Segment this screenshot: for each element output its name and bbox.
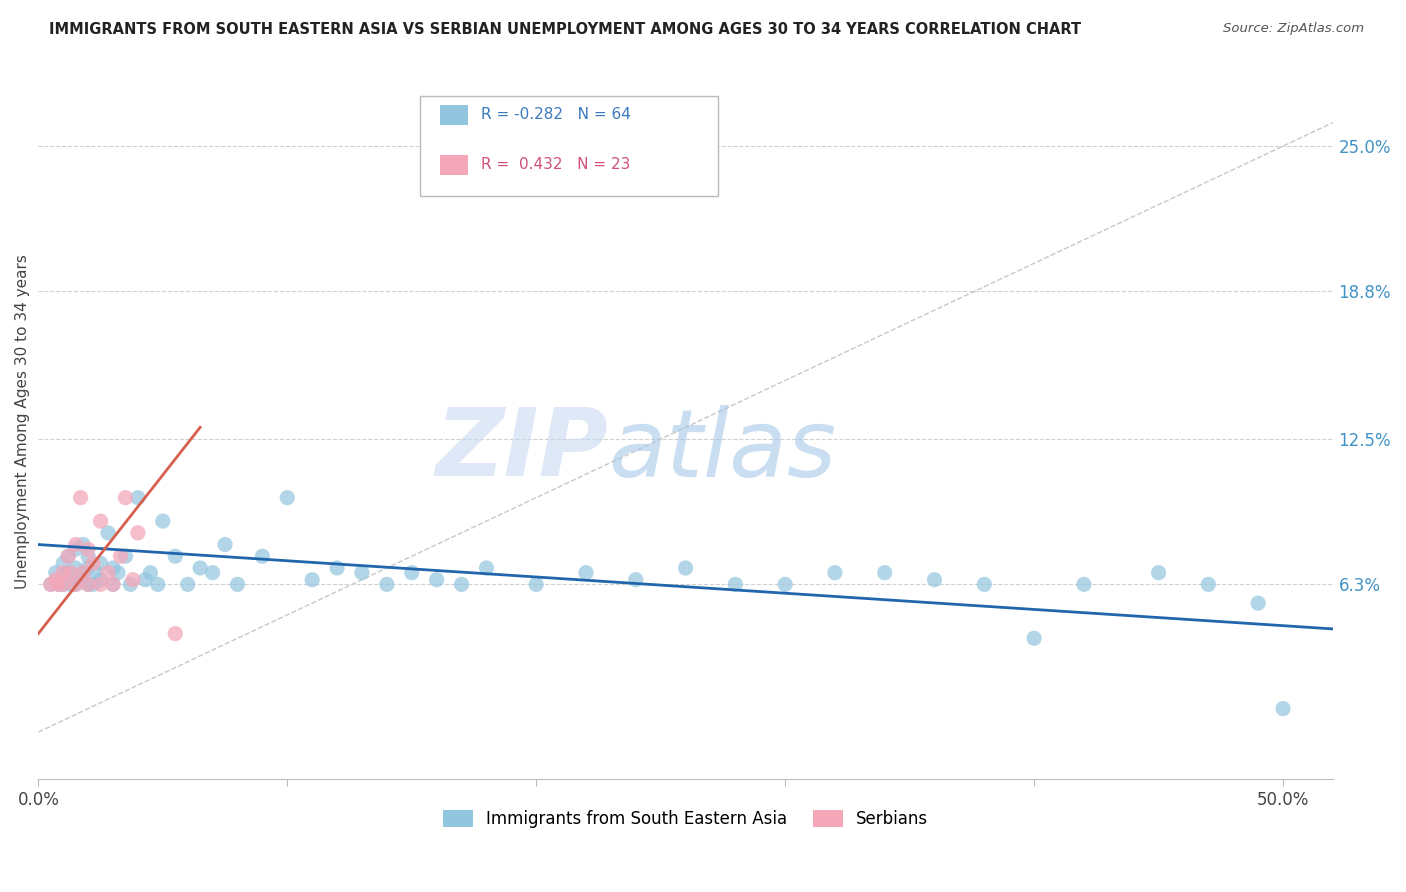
Point <box>146 577 169 591</box>
Point <box>226 577 249 591</box>
Point <box>107 566 129 580</box>
Point <box>375 577 398 591</box>
Point <box>72 566 94 580</box>
Text: Source: ZipAtlas.com: Source: ZipAtlas.com <box>1223 22 1364 36</box>
Point <box>139 566 162 580</box>
Point <box>52 577 75 591</box>
Point <box>77 561 100 575</box>
Point <box>110 549 132 564</box>
Point <box>134 573 156 587</box>
Point <box>45 573 67 587</box>
Point <box>127 525 149 540</box>
Point <box>77 549 100 564</box>
Point <box>1147 566 1170 580</box>
Point <box>82 577 104 591</box>
Point <box>675 561 697 575</box>
FancyBboxPatch shape <box>420 96 718 196</box>
Text: R =  0.432   N = 23: R = 0.432 N = 23 <box>481 157 630 172</box>
Point <box>90 577 112 591</box>
FancyBboxPatch shape <box>440 155 468 175</box>
Point <box>39 577 62 591</box>
Point <box>301 573 323 587</box>
Point <box>165 549 187 564</box>
Point <box>401 566 423 580</box>
Point <box>101 561 124 575</box>
Point <box>1073 577 1095 591</box>
Point <box>824 566 846 580</box>
Point <box>773 577 796 591</box>
Point <box>1272 701 1295 715</box>
Point <box>46 577 69 591</box>
Point <box>1247 596 1270 610</box>
Point <box>973 577 995 591</box>
Point <box>252 549 274 564</box>
Point <box>624 573 647 587</box>
Point <box>69 573 91 587</box>
Point <box>72 566 94 580</box>
Point <box>65 561 87 575</box>
Point <box>114 549 136 564</box>
Point <box>52 566 75 580</box>
Point <box>46 577 69 591</box>
Point <box>127 491 149 505</box>
Point <box>58 566 80 580</box>
Point <box>82 556 104 570</box>
Point <box>426 573 449 587</box>
Point <box>101 577 124 591</box>
Point <box>201 566 224 580</box>
Point <box>450 577 472 591</box>
Point <box>90 573 112 587</box>
Point <box>724 577 747 591</box>
Legend: Immigrants from South Eastern Asia, Serbians: Immigrants from South Eastern Asia, Serb… <box>436 804 935 835</box>
Point <box>350 566 373 580</box>
FancyBboxPatch shape <box>440 104 468 125</box>
Point <box>84 566 107 580</box>
Point <box>59 577 82 591</box>
Point <box>77 542 100 557</box>
Point <box>65 577 87 591</box>
Point <box>65 537 87 551</box>
Point <box>475 561 498 575</box>
Point <box>165 626 187 640</box>
Text: R = -0.282   N = 64: R = -0.282 N = 64 <box>481 107 631 122</box>
Point <box>77 577 100 591</box>
Text: ZIP: ZIP <box>434 404 607 496</box>
Point <box>1197 577 1219 591</box>
Point <box>52 577 75 591</box>
Point <box>58 549 80 564</box>
Point <box>45 566 67 580</box>
Y-axis label: Unemployment Among Ages 30 to 34 years: Unemployment Among Ages 30 to 34 years <box>15 254 30 589</box>
Point <box>65 577 87 591</box>
Point <box>122 573 145 587</box>
Text: atlas: atlas <box>607 405 837 496</box>
Point <box>152 514 174 528</box>
Point <box>101 577 124 591</box>
Point <box>90 514 112 528</box>
Point <box>58 549 80 564</box>
Point <box>39 577 62 591</box>
Text: IMMIGRANTS FROM SOUTH EASTERN ASIA VS SERBIAN UNEMPLOYMENT AMONG AGES 30 TO 34 Y: IMMIGRANTS FROM SOUTH EASTERN ASIA VS SE… <box>49 22 1081 37</box>
Point <box>72 537 94 551</box>
Point <box>90 556 112 570</box>
Point <box>188 561 211 575</box>
Point <box>873 566 896 580</box>
Point <box>326 561 349 575</box>
Point <box>59 566 82 580</box>
Point <box>214 537 236 551</box>
Point <box>276 491 298 505</box>
Point <box>176 577 198 591</box>
Point <box>924 573 946 587</box>
Point <box>524 577 547 591</box>
Point <box>65 542 87 557</box>
Point <box>114 491 136 505</box>
Point <box>52 556 75 570</box>
Point <box>575 566 598 580</box>
Point <box>1022 632 1045 646</box>
Point <box>120 577 142 591</box>
Point <box>97 525 120 540</box>
Point <box>77 577 100 591</box>
Point <box>97 566 120 580</box>
Point <box>69 491 91 505</box>
